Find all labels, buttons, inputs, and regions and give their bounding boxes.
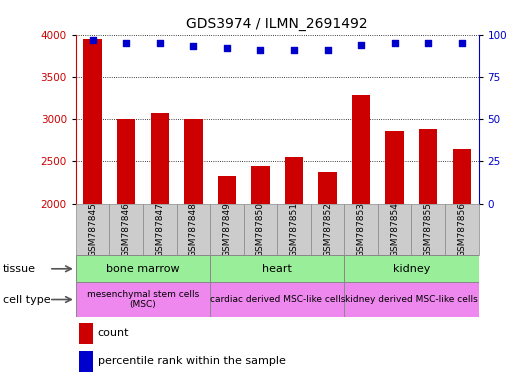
Bar	[151, 113, 169, 204]
Bar	[109, 204, 143, 255]
Bar	[452, 149, 471, 204]
Bar	[176, 204, 210, 255]
Bar	[76, 255, 210, 282]
Text: GSM787856: GSM787856	[457, 202, 467, 257]
Bar	[378, 204, 412, 255]
Point	[256, 47, 265, 53]
Bar	[385, 131, 404, 204]
Bar	[143, 204, 176, 255]
Point	[357, 41, 365, 48]
Point	[391, 40, 399, 46]
Text: bone marrow: bone marrow	[106, 264, 180, 274]
Text: GSM787845: GSM787845	[88, 202, 97, 257]
Bar	[352, 94, 370, 204]
Point	[223, 45, 231, 51]
Text: tissue: tissue	[3, 264, 36, 274]
Bar	[79, 323, 93, 344]
Bar	[83, 39, 102, 204]
Bar	[445, 204, 479, 255]
Text: GSM787851: GSM787851	[289, 202, 299, 257]
Point	[189, 43, 198, 50]
Point	[458, 40, 466, 46]
Text: GSM787847: GSM787847	[155, 202, 164, 257]
Text: GSM787852: GSM787852	[323, 202, 332, 257]
Bar	[76, 204, 109, 255]
Bar	[319, 172, 337, 204]
Point	[323, 47, 332, 53]
Bar	[76, 282, 210, 317]
Bar	[79, 351, 93, 372]
Bar	[277, 204, 311, 255]
Text: kidney: kidney	[393, 264, 430, 274]
Bar	[344, 282, 479, 317]
Bar	[117, 119, 135, 204]
Bar	[412, 204, 445, 255]
Point	[88, 36, 97, 43]
Bar	[419, 129, 437, 204]
Bar	[285, 157, 303, 204]
Text: percentile rank within the sample: percentile rank within the sample	[98, 356, 286, 366]
Bar	[311, 204, 344, 255]
Text: GSM787853: GSM787853	[357, 202, 366, 257]
Point	[290, 47, 298, 53]
Text: GSM787850: GSM787850	[256, 202, 265, 257]
Text: cardiac derived MSC-like cells: cardiac derived MSC-like cells	[210, 295, 345, 304]
Bar	[218, 177, 236, 204]
Bar	[344, 204, 378, 255]
Text: GSM787846: GSM787846	[122, 202, 131, 257]
Text: GSM787848: GSM787848	[189, 202, 198, 257]
Text: GSM787849: GSM787849	[222, 202, 231, 257]
Bar	[251, 166, 270, 204]
Text: kidney derived MSC-like cells: kidney derived MSC-like cells	[345, 295, 478, 304]
Point	[122, 40, 130, 46]
Bar	[184, 119, 202, 204]
Text: heart: heart	[262, 264, 292, 274]
Text: GSM787854: GSM787854	[390, 202, 399, 257]
Text: GSM787855: GSM787855	[424, 202, 433, 257]
Text: count: count	[98, 328, 129, 338]
Title: GDS3974 / ILMN_2691492: GDS3974 / ILMN_2691492	[186, 17, 368, 31]
Bar	[210, 204, 244, 255]
Point	[155, 40, 164, 46]
Point	[424, 40, 433, 46]
Bar	[344, 255, 479, 282]
Text: cell type: cell type	[3, 295, 50, 305]
Bar	[210, 255, 344, 282]
Bar	[244, 204, 277, 255]
Bar	[210, 282, 344, 317]
Text: mesenchymal stem cells
(MSC): mesenchymal stem cells (MSC)	[87, 290, 199, 309]
